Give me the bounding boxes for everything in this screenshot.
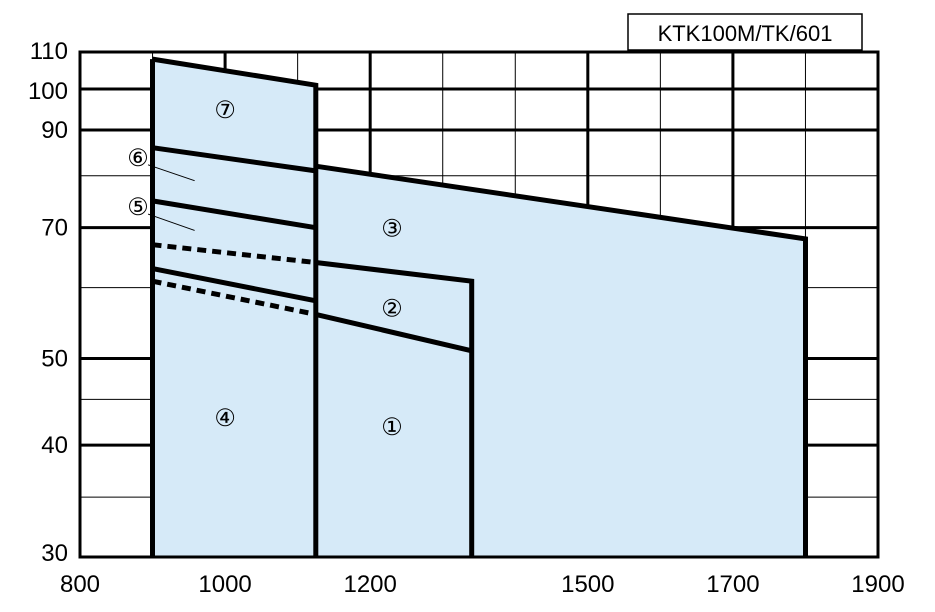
plot-frame (78, 50, 880, 559)
x-tick-label: 1000 (198, 571, 251, 598)
zone-label: ④ (214, 405, 236, 432)
series-line (152, 266, 317, 304)
zone-label: ⑤ (127, 194, 149, 221)
zone-label: ① (381, 414, 403, 441)
y-tick-label: 110 (30, 38, 68, 65)
series-line-dashed (152, 278, 317, 317)
zone-label: ② (381, 296, 403, 323)
operating-region (152, 59, 806, 557)
x-tick-label: 1700 (706, 571, 759, 598)
series-line (315, 260, 475, 557)
x-tick-label: 1500 (561, 571, 614, 598)
leader-line (147, 164, 195, 182)
axes (78, 50, 880, 559)
chart-title-box: KTK100M/TK/601 (627, 13, 863, 51)
y-tick-label: 90 (41, 117, 68, 144)
y-tick-label: 50 (41, 345, 68, 372)
tick-labels: 800 1000 1200 1500 1700 1900 30 40 50 70 90 100 110 (28, 38, 905, 598)
series-line (152, 145, 317, 174)
series-line-dashed (152, 242, 317, 265)
x-tick-label: 1200 (343, 571, 396, 598)
series-line (315, 311, 473, 354)
zone-label: ③ (381, 216, 403, 243)
series-line (152, 198, 317, 231)
leader-line (147, 213, 195, 231)
zone-label: ⑥ (127, 145, 149, 172)
x-tick-label: 800 (60, 571, 100, 598)
y-tick-label: 40 (41, 432, 68, 459)
chart-title: KTK100M/TK/601 (658, 21, 833, 46)
series-line (152, 56, 319, 557)
y-tick-label: 70 (41, 215, 68, 242)
zone-labels: ⑦ ⑥ ⑤ ③ ② ④ ① (127, 97, 402, 441)
zone-label: ⑦ (214, 97, 236, 124)
y-tick-label: 100 (28, 78, 68, 105)
series-lines (150, 56, 808, 557)
x-tick-label: 1900 (851, 571, 904, 598)
series-line (315, 163, 808, 557)
y-tick-label: 30 (41, 540, 68, 567)
